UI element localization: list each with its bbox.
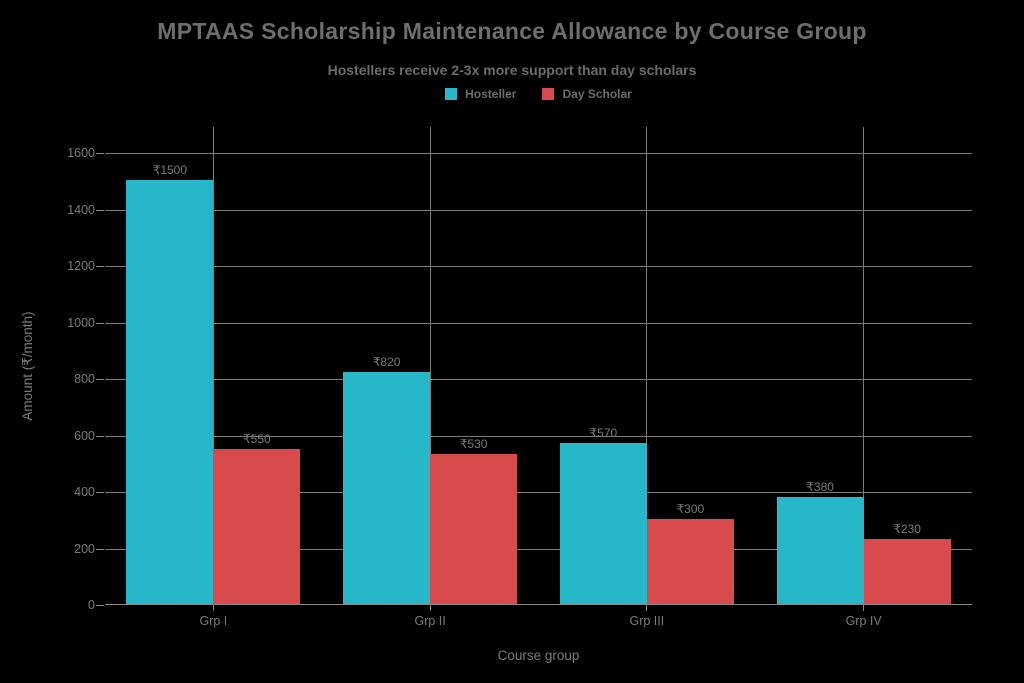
gridline-x-grp-iii [646, 127, 648, 605]
x-tick-label-grp-iii: Grp III [629, 614, 665, 628]
x-tick-label-grp-i: Grp I [199, 614, 228, 628]
legend: Hosteller Day Scholar [105, 86, 972, 102]
bar-value-label-day-scholar-grp-i: ₹550 [243, 431, 271, 446]
bar-value-label-hosteller-grp-iii: ₹570 [589, 426, 618, 441]
x-tick-mark-grp-iv [863, 605, 865, 611]
gridline-y-1600 [105, 153, 972, 155]
day-scholar-swatch-icon [542, 88, 555, 100]
gridline-x-grp-ii [429, 127, 431, 605]
gridline-x-grp-iv [863, 127, 865, 605]
bar-day-scholar-grp-i[interactable] [213, 448, 301, 604]
bar-hosteller-grp-ii[interactable] [343, 372, 431, 604]
gridline-y-800 [105, 379, 972, 381]
y-tick-mark-1600 [96, 153, 104, 155]
bar-value-label-day-scholar-grp-iii: ₹300 [676, 502, 705, 517]
y-tick-label-1600: 1600 [67, 146, 95, 161]
gridline-y-600 [105, 435, 972, 437]
y-tick-mark-0 [96, 605, 104, 606]
y-tick-mark-1200 [96, 266, 104, 268]
gridline-x-grp-i [212, 127, 214, 605]
gridline-y-1200 [105, 266, 972, 268]
y-tick-mark-1400 [96, 209, 104, 211]
chart-title: MPTAAS Scholarship Maintenance Allowance… [157, 18, 867, 44]
bar-day-scholar-grp-iv[interactable] [863, 539, 951, 604]
hosteller-swatch-icon [445, 88, 458, 100]
y-tick-label-1400: 1400 [67, 202, 95, 217]
x-tick-mark-grp-i [212, 605, 214, 611]
bar-hosteller-grp-iv[interactable] [776, 496, 864, 604]
bar-value-label-hosteller-grp-iv: ₹380 [806, 479, 834, 494]
x-axis-title: Course group [497, 648, 580, 663]
bar-day-scholar-grp-iii[interactable] [646, 519, 734, 604]
bar-day-scholar-grp-ii[interactable] [430, 454, 518, 604]
gridline-y-1000 [105, 322, 972, 324]
y-tick-label-1200: 1200 [67, 259, 95, 274]
y-tick-label-200: 200 [74, 541, 95, 556]
plot-area: 0 200 400 600 800 1000 1200 1400 1600 Grp I ₹1500 ₹… [67, 125, 972, 628]
y-tick-label-800: 800 [74, 372, 95, 387]
legend-item-day-scholar[interactable]: Day Scholar [542, 87, 632, 101]
y-tick-label-1000: 1000 [67, 315, 95, 330]
x-tick-mark-grp-ii [429, 605, 431, 611]
bar-hosteller-grp-i[interactable] [126, 180, 214, 604]
x-tick-label-grp-iv: Grp IV [845, 614, 882, 628]
legend-label-day-scholar: Day Scholar [562, 87, 632, 101]
gridline-y-1400 [105, 209, 972, 211]
chart-subtitle: Hostellers receive 2-3x more support tha… [327, 62, 697, 78]
bar-value-label-hosteller-grp-ii: ₹820 [372, 355, 401, 370]
gridline-y-400 [105, 492, 972, 494]
gridline-y-200 [105, 548, 972, 550]
x-tick-mark-grp-iii [646, 605, 648, 611]
y-tick-label-0: 0 [88, 598, 95, 612]
y-tick-label-600: 600 [74, 428, 95, 443]
y-tick-mark-400 [96, 492, 104, 494]
legend-item-hosteller[interactable]: Hosteller [445, 87, 516, 101]
y-tick-mark-600 [96, 435, 104, 437]
legend-label-hosteller: Hosteller [465, 87, 517, 101]
bar-value-label-hosteller-grp-i: ₹1500 [152, 163, 188, 178]
y-tick-mark-200 [96, 548, 104, 550]
x-axis-line [105, 604, 972, 605]
y-tick-mark-800 [96, 379, 104, 381]
y-tick-mark-1000 [96, 322, 104, 324]
y-tick-label-400: 400 [74, 485, 95, 500]
bar-value-label-day-scholar-grp-ii: ₹530 [459, 437, 488, 452]
bar-value-label-day-scholar-grp-iv: ₹230 [893, 522, 921, 537]
bar-hosteller-grp-iii[interactable] [559, 443, 647, 604]
y-axis-title: Amount (₹/month) [20, 311, 35, 421]
x-tick-label-grp-ii: Grp II [414, 614, 446, 628]
